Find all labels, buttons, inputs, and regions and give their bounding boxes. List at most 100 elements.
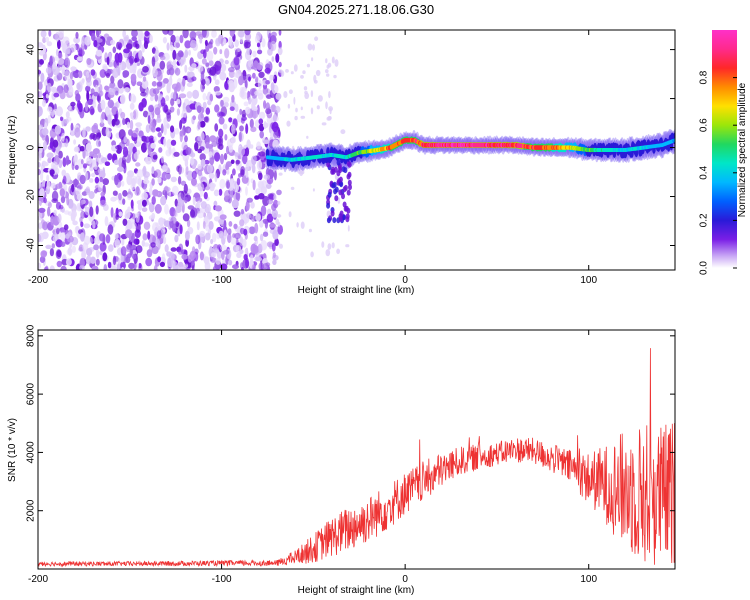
noise-speckle [86, 58, 92, 65]
noise-speckle [158, 147, 163, 153]
noise-speckle [191, 63, 197, 69]
noise-speckle [212, 232, 217, 243]
y-tick-label: 4000 [26, 441, 37, 464]
noise-speckle [120, 261, 126, 270]
noise-speckle [82, 149, 86, 159]
noise-speckle [120, 111, 126, 119]
noise-speckle [110, 75, 115, 84]
noise-speckle [263, 100, 267, 109]
noise-speckle [181, 128, 185, 137]
noise-speckle [336, 248, 340, 255]
noise-speckle [132, 146, 137, 154]
spectrogram-plot-area [38, 30, 675, 270]
noise-speckle [133, 152, 139, 160]
noise-speckle [60, 265, 67, 270]
noise-speckle [60, 231, 66, 242]
noise-speckle [242, 238, 247, 248]
noise-speckle [224, 48, 230, 59]
noise-speckle [310, 90, 314, 98]
noise-speckle [66, 195, 70, 206]
noise-speckle [326, 73, 330, 77]
noise-speckle [40, 72, 45, 83]
noise-speckle [129, 65, 134, 74]
noise-speckle [77, 70, 83, 79]
noise-speckle [89, 206, 94, 218]
noise-speckle [135, 245, 143, 254]
noise-speckle [95, 258, 100, 266]
noise-speckle [240, 91, 248, 100]
noise-speckle [154, 107, 161, 116]
ridge-tail [339, 210, 344, 217]
noise-speckle [228, 67, 235, 73]
noise-speckle [243, 228, 248, 236]
noise-speckle [136, 81, 143, 86]
noise-speckle [276, 148, 283, 154]
noise-speckle [154, 169, 162, 178]
noise-speckle [226, 181, 230, 189]
noise-speckle [222, 96, 230, 103]
noise-speckle [99, 242, 107, 252]
noise-speckle [152, 222, 159, 233]
noise-speckle [92, 148, 100, 155]
noise-speckle [308, 228, 312, 233]
colorbar-tick-label: 0.4 [699, 165, 710, 179]
noise-speckle [160, 97, 166, 107]
noise-speckle [325, 101, 328, 110]
noise-speckle [251, 264, 256, 270]
noise-speckle [46, 174, 50, 182]
noise-speckle [64, 58, 69, 66]
noise-speckle [229, 106, 235, 111]
noise-speckle [246, 212, 252, 219]
noise-speckle [156, 70, 163, 82]
noise-speckle [127, 194, 132, 201]
noise-speckle [122, 198, 126, 205]
noise-speckle [90, 256, 96, 264]
noise-speckle [115, 65, 121, 73]
noise-speckle [208, 220, 214, 230]
noise-speckle [277, 201, 281, 205]
noise-speckle [42, 161, 49, 167]
y-tick-label: 0 [26, 144, 37, 150]
noise-speckle [245, 257, 249, 269]
noise-speckle [126, 174, 133, 186]
noise-speckle [201, 30, 207, 38]
noise-speckle [238, 131, 242, 143]
noise-speckle [149, 34, 153, 44]
noise-speckle [251, 108, 259, 119]
noise-speckle [76, 193, 83, 201]
noise-speckle [119, 94, 126, 105]
noise-speckle [39, 188, 45, 198]
noise-speckle [67, 78, 73, 89]
noise-speckle [265, 168, 270, 177]
noise-speckle [128, 262, 135, 270]
noise-speckle [222, 169, 227, 176]
noise-speckle [172, 223, 177, 232]
noise-speckle [148, 215, 154, 220]
noise-speckle [157, 132, 162, 138]
noise-speckle [163, 137, 167, 147]
noise-speckle [200, 131, 205, 142]
noise-speckle [155, 238, 161, 247]
noise-speckle [181, 108, 188, 118]
noise-speckle [213, 248, 219, 254]
noise-speckle [228, 259, 233, 266]
noise-speckle [86, 248, 93, 256]
noise-speckle [182, 213, 190, 222]
noise-speckle [91, 172, 96, 178]
noise-speckle [99, 233, 106, 242]
noise-speckle [214, 205, 222, 212]
noise-speckle [141, 79, 149, 89]
noise-speckle [129, 119, 134, 131]
noise-speckle [185, 165, 189, 176]
noise-speckle [334, 59, 339, 67]
noise-speckle [213, 200, 218, 207]
noise-speckle [170, 98, 175, 106]
noise-speckle [199, 251, 204, 261]
noise-speckle [182, 77, 186, 87]
noise-speckle [192, 115, 196, 121]
noise-speckle [184, 158, 189, 168]
ridge-tail [338, 176, 343, 183]
noise-speckle [110, 207, 114, 218]
noise-speckle [224, 134, 228, 141]
noise-speckle [204, 39, 208, 47]
